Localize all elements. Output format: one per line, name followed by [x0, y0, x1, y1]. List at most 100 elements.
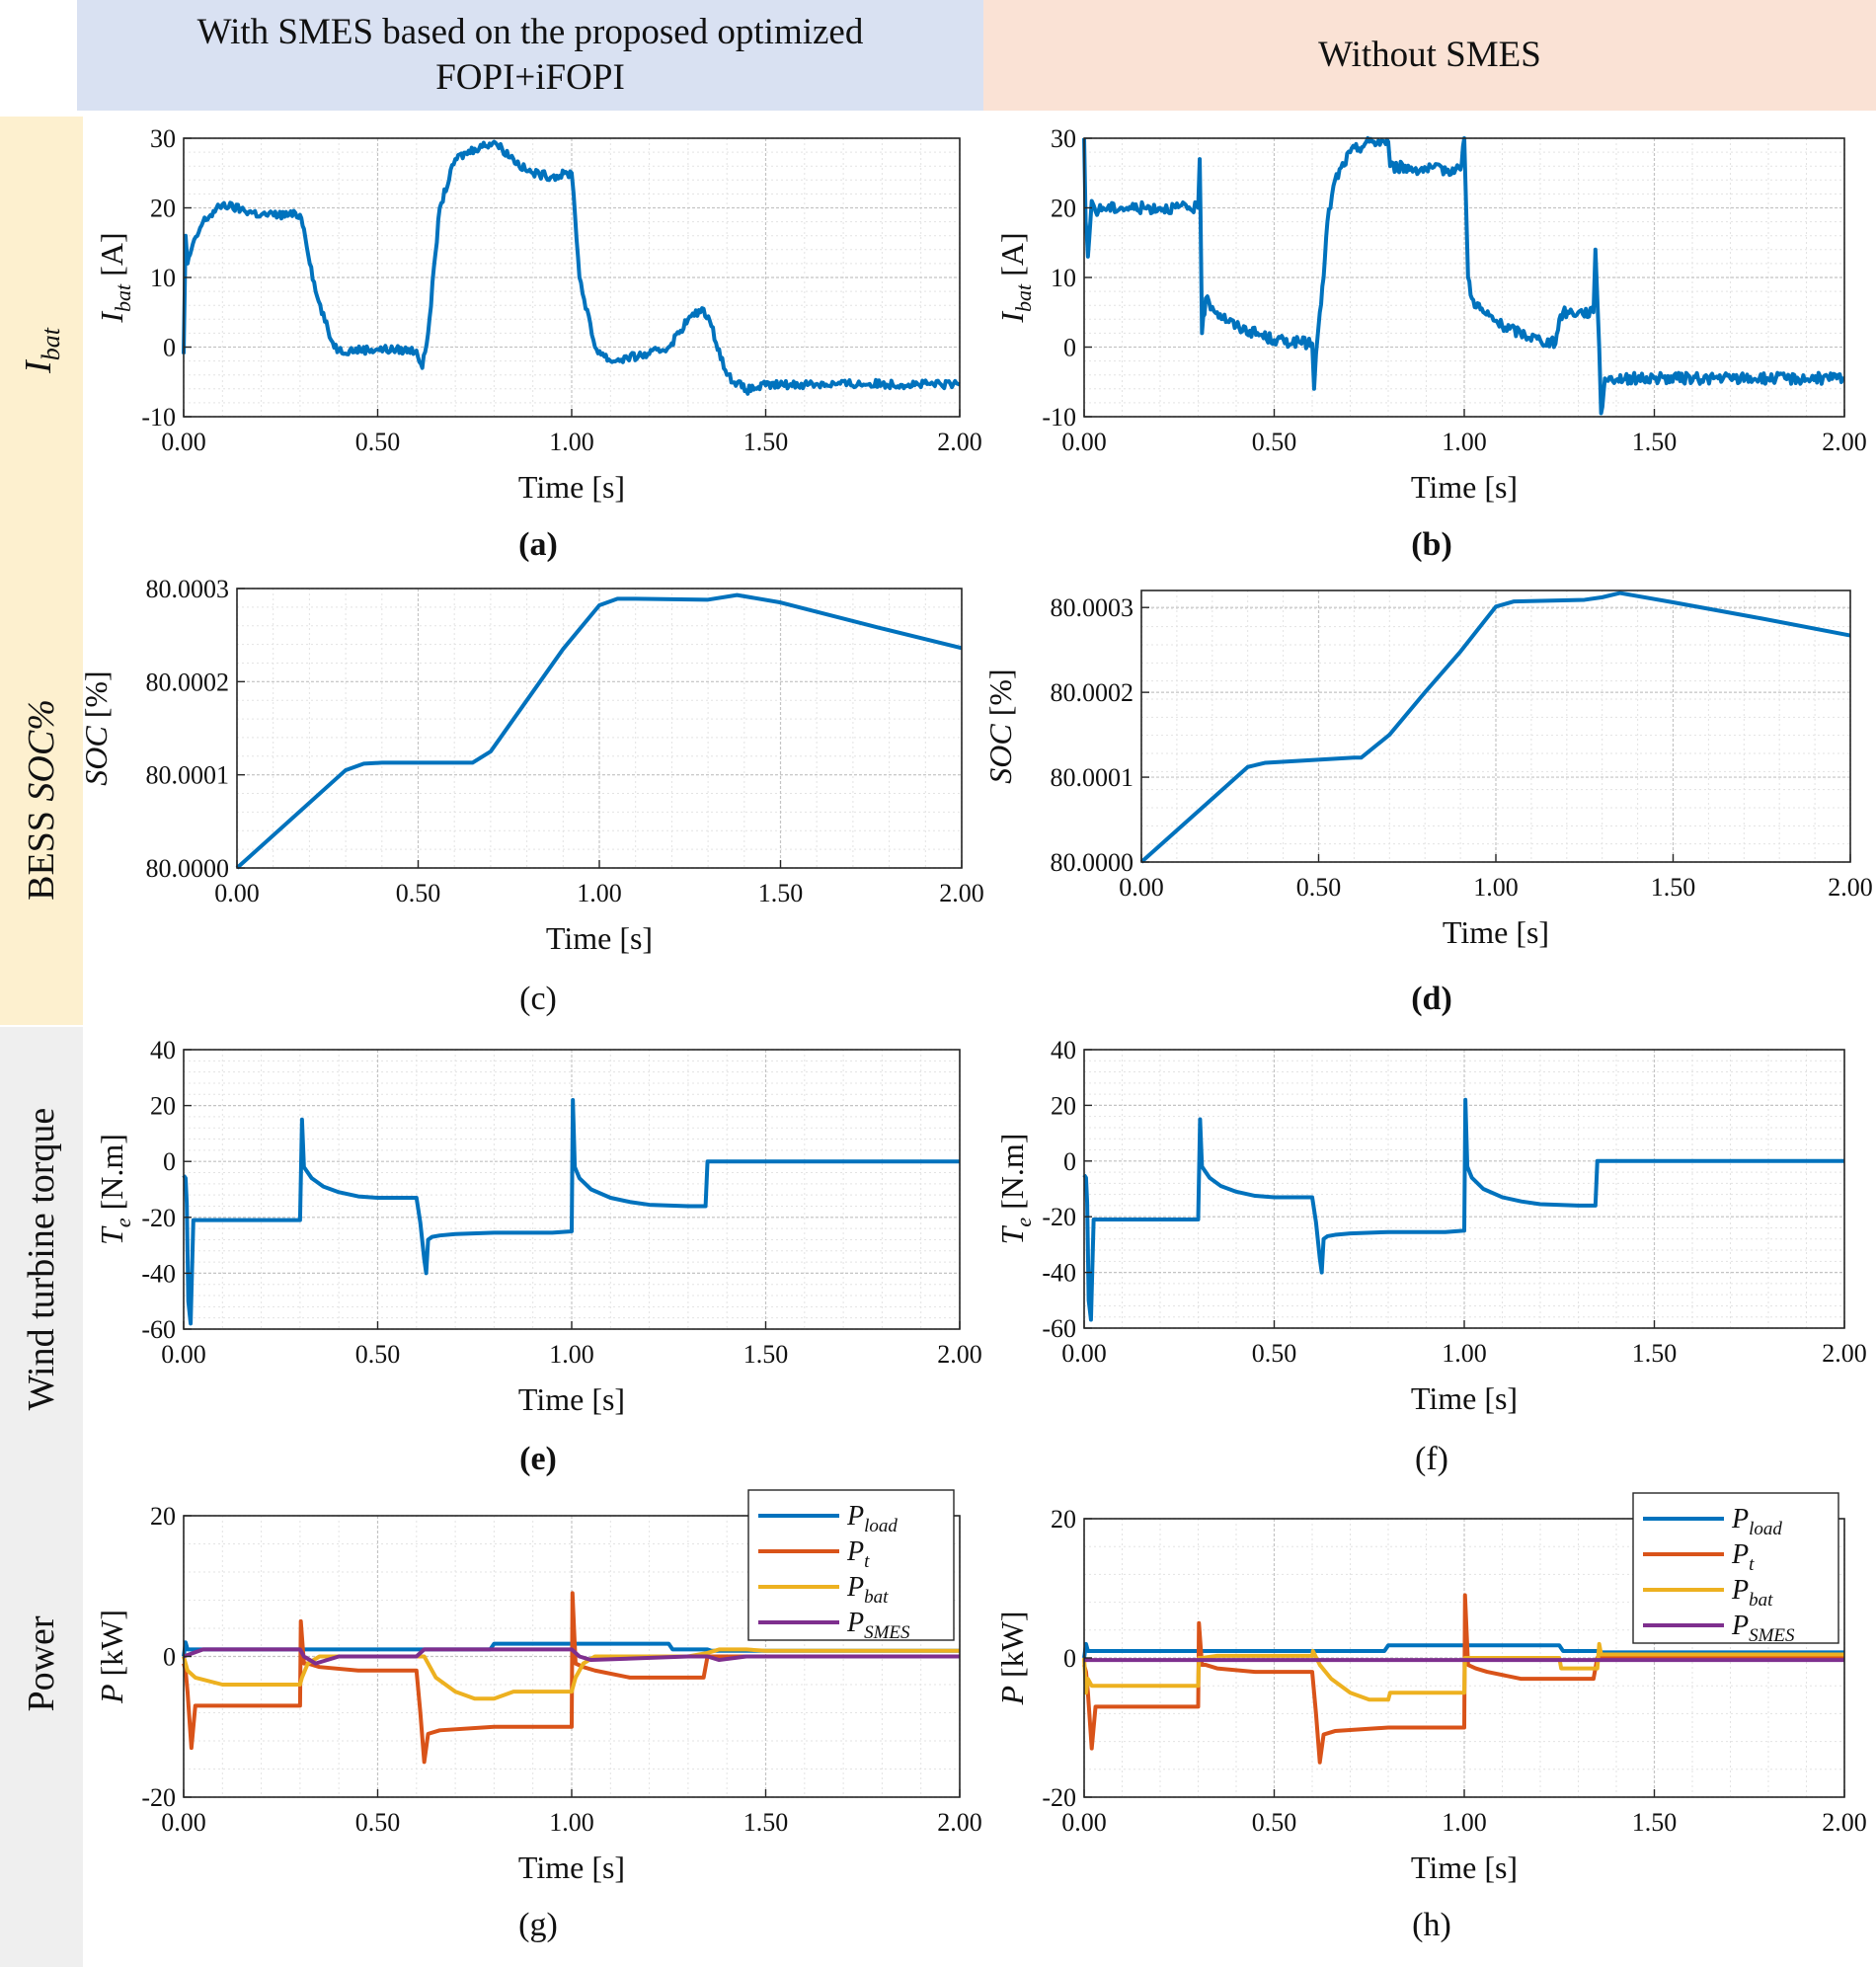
- legend-entry-main: P: [1731, 1539, 1749, 1570]
- legend-entry: Pbat: [846, 1572, 889, 1608]
- chart-f: 0.00 0.50 1.00 1.50 2.00 -60 -40 -20 0 20 40 Time […: [994, 1036, 1867, 1416]
- x-tick-label: 1.00: [1442, 1339, 1487, 1368]
- x-tick-label: 2.00: [1822, 428, 1867, 456]
- y-axis-label-unit: [A]: [94, 232, 129, 283]
- x-tick-label: 1.50: [1632, 1339, 1678, 1368]
- y-axis-label-main: SOC: [78, 726, 114, 786]
- x-axis-label: Time [s]: [1443, 914, 1549, 950]
- y-axis-label-unit: [kW]: [94, 1610, 129, 1685]
- y-tick-label: 20: [150, 1502, 176, 1531]
- x-tick-label: 2.00: [1822, 1808, 1867, 1837]
- y-tick-label: 20: [150, 195, 176, 223]
- y-axis-label: Te [N.m]: [94, 1134, 135, 1245]
- x-tick-label: 2.00: [1828, 873, 1873, 902]
- y-axis-label-main: T: [94, 1225, 129, 1245]
- y-axis-label-main: P: [94, 1684, 129, 1704]
- x-tick-label: 0.50: [1252, 1808, 1297, 1837]
- series-line-i_bat: [1082, 135, 1845, 416]
- series-line-p_smes: [183, 1647, 960, 1666]
- panel-label-h: (h): [1412, 1907, 1451, 1943]
- y-tick-label: 80.0001: [146, 761, 230, 790]
- panel-label-g: (g): [518, 1907, 558, 1943]
- series-line-i_bat: [182, 139, 961, 396]
- x-tick-label: 0.50: [355, 428, 401, 456]
- x-tick-label: 0.50: [1252, 1339, 1297, 1368]
- x-tick-label: 1.00: [1442, 428, 1487, 456]
- side-band-grey: [0, 1027, 83, 1967]
- y-tick-label: 80.0002: [1051, 678, 1134, 707]
- chart-g: 0.00 0.50 1.00 1.50 2.00 -20 0 20 Time [s] P [kW]…: [94, 1489, 982, 1885]
- y-axis-label: Ibat [A]: [94, 232, 135, 323]
- y-axis-label-main: I: [994, 311, 1030, 324]
- header-with-smes: With SMES based on the proposed optimize…: [77, 0, 983, 111]
- legend-entry: Pload: [846, 1501, 898, 1536]
- legend-entry-sub: bat: [864, 1587, 889, 1608]
- panel-label-b: (b): [1411, 526, 1452, 563]
- x-tick-label: 2.00: [937, 1808, 982, 1837]
- chart-h: 0.00 0.50 1.00 1.50 2.00 -20 0 20 Time [s] P [kW]…: [994, 1492, 1867, 1885]
- x-tick-label: 0.50: [1252, 428, 1297, 456]
- y-tick-label: -20: [1042, 1203, 1076, 1231]
- legend-entry: Pt: [1731, 1539, 1755, 1575]
- x-axis-label: Time [s]: [546, 920, 653, 956]
- y-tick-label: 80.0003: [146, 575, 230, 603]
- y-tick-label: -20: [141, 1783, 176, 1812]
- chart-c: 0.00 0.50 1.00 1.50 2.00 80.0000 80.0001 80.000…: [78, 575, 984, 956]
- x-tick-label: 1.00: [549, 1340, 594, 1369]
- y-tick-label: 80.0003: [1051, 593, 1134, 622]
- y-tick-label: 40: [150, 1036, 176, 1064]
- legend-entry-sub: SMES: [864, 1622, 910, 1643]
- chart-b: 0.00 0.50 1.00 1.50 2.00 -10 0 10 20 30 Time [s] Ib…: [994, 124, 1867, 505]
- series-line-soc: [235, 592, 963, 870]
- y-tick-label: 10: [150, 264, 176, 292]
- y-axis-label-sub: e: [111, 1218, 135, 1227]
- legend-entry: Pt: [846, 1536, 870, 1572]
- panel-label-c: (c): [519, 981, 557, 1017]
- y-tick-label: 40: [1051, 1036, 1076, 1064]
- legend-entry-main: P: [1731, 1575, 1749, 1606]
- y-tick-label: 20: [1051, 1505, 1076, 1534]
- y-tick-label: 20: [1051, 195, 1076, 223]
- legend-entry-sub: SMES: [1749, 1625, 1795, 1646]
- y-tick-label: 30: [1051, 124, 1076, 153]
- legend-entry-main: P: [846, 1501, 864, 1532]
- x-axis-label: Time [s]: [518, 1849, 625, 1885]
- y-tick-label: 0: [163, 334, 176, 362]
- legend-entry-main: P: [846, 1608, 864, 1638]
- y-axis-label-unit: [A]: [994, 232, 1030, 283]
- x-tick-label: 0.00: [1061, 1808, 1107, 1837]
- y-tick-label: 0: [1063, 334, 1076, 362]
- x-tick-label: 1.50: [1651, 873, 1696, 902]
- x-tick-label: 0.00: [1061, 1339, 1107, 1368]
- x-tick-label: 0.00: [161, 1808, 206, 1837]
- y-axis-label-unit: [N.m]: [94, 1134, 129, 1218]
- legend-entry-main: P: [846, 1536, 864, 1567]
- y-tick-label: 0: [163, 1147, 176, 1176]
- y-tick-label: 80.0000: [1051, 848, 1134, 877]
- x-axis-label: Time [s]: [1411, 1380, 1518, 1416]
- x-tick-label: 1.00: [1442, 1808, 1487, 1837]
- x-tick-label: 0.00: [161, 1340, 206, 1369]
- y-tick-label: -10: [1042, 403, 1076, 432]
- series-line-soc: [1139, 590, 1851, 864]
- y-axis-label: Te [N.m]: [994, 1134, 1036, 1245]
- x-tick-label: 0.00: [1061, 428, 1107, 456]
- y-axis-label: SOC [%]: [982, 669, 1018, 783]
- chart-a: 0.00 0.50 1.00 1.50 2.00 -10 0 10 20 30 Time [s] Ib…: [94, 124, 982, 505]
- x-tick-label: 0.50: [1296, 873, 1342, 902]
- x-tick-label: 1.50: [758, 879, 804, 907]
- series-line-p_t: [182, 1591, 960, 1765]
- y-axis-label-sub: bat: [111, 283, 135, 312]
- panel-label-d: (d): [1411, 981, 1452, 1017]
- y-tick-label: -40: [141, 1259, 176, 1288]
- x-tick-label: 1.00: [549, 1808, 594, 1837]
- series-line-p_bat: [1082, 1641, 1844, 1702]
- y-tick-label: 20: [1051, 1091, 1076, 1120]
- y-axis-label-main: SOC: [982, 724, 1018, 784]
- legend-entry-main: P: [1731, 1504, 1749, 1534]
- x-tick-label: 1.50: [1632, 1808, 1678, 1837]
- y-axis-label: SOC [%]: [78, 670, 114, 785]
- x-tick-label: 0.50: [355, 1808, 401, 1837]
